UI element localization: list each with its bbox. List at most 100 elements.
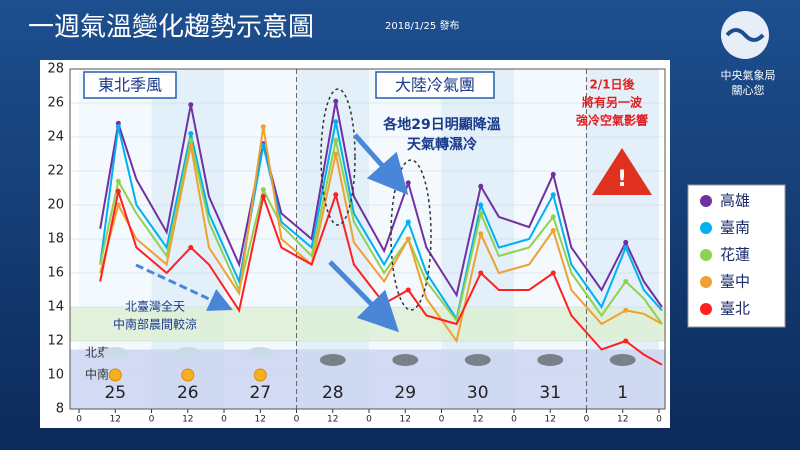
y-tick-label: 18 xyxy=(47,232,64,247)
org: 關心您 xyxy=(732,84,765,97)
point xyxy=(623,245,629,250)
annotation: 將有另一波 xyxy=(582,95,643,110)
point xyxy=(188,131,194,137)
legend-swatch xyxy=(700,303,712,315)
sun-icon xyxy=(108,368,122,382)
row-label: 中南 xyxy=(85,367,109,382)
date: 2018/1/25 發布 xyxy=(385,19,459,32)
y-tick-label: 24 xyxy=(47,130,64,145)
point xyxy=(115,188,121,194)
x-tick-label: 12 xyxy=(327,415,338,425)
band xyxy=(70,349,665,409)
point xyxy=(333,137,339,143)
arrow xyxy=(353,133,409,195)
point xyxy=(115,202,121,208)
cloud-icon xyxy=(247,347,274,359)
arrow xyxy=(328,260,400,333)
annotation: 北臺灣全天 xyxy=(125,299,185,314)
legend-label: 高雄 xyxy=(720,192,750,210)
point xyxy=(333,151,339,157)
day-label: 31 xyxy=(539,383,561,403)
point xyxy=(260,194,266,199)
point xyxy=(405,287,411,293)
point xyxy=(478,211,484,216)
legend-swatch xyxy=(700,222,712,234)
point xyxy=(623,307,629,313)
point xyxy=(188,245,194,250)
legend-swatch xyxy=(700,276,712,288)
legend-label: 臺南 xyxy=(720,219,750,237)
y-tick-label: 12 xyxy=(47,334,64,349)
x-tick-label: 0 xyxy=(584,415,590,425)
x-tick-label: 0 xyxy=(511,415,517,425)
x-tick-label: 0 xyxy=(439,415,445,425)
arrow xyxy=(135,263,233,311)
x-tick-label: 12 xyxy=(617,415,628,425)
day-label: 25 xyxy=(104,383,126,403)
legend-label: 臺中 xyxy=(720,273,750,291)
y-tick-label: 16 xyxy=(47,266,64,281)
x-tick-label: 12 xyxy=(545,415,556,425)
legend-swatch xyxy=(700,195,712,207)
y-tick-label: 8 xyxy=(56,402,64,417)
x-tick-label: 0 xyxy=(366,415,372,425)
x-tick-label: 12 xyxy=(400,415,411,425)
warning xyxy=(592,148,652,195)
point xyxy=(478,202,484,208)
point xyxy=(405,180,411,186)
point xyxy=(115,124,121,130)
point xyxy=(550,214,556,220)
point xyxy=(623,338,629,344)
annotation: 各地29日明顯降溫 xyxy=(382,116,500,133)
day-label: 1 xyxy=(617,383,628,403)
point xyxy=(478,270,484,276)
annotation: 中南部晨間較涼 xyxy=(113,317,197,332)
cloud-icon xyxy=(537,354,564,366)
day-label: 27 xyxy=(249,383,271,403)
x-tick-label: 0 xyxy=(76,415,82,425)
x-tick-label: 0 xyxy=(149,415,155,425)
y-tick-label: 28 xyxy=(47,62,64,77)
cloud-icon xyxy=(102,347,129,359)
point xyxy=(550,192,556,198)
y-tick-label: 10 xyxy=(47,368,64,383)
point xyxy=(550,228,556,233)
point xyxy=(115,178,121,184)
x-tick-label: 0 xyxy=(294,415,300,425)
warning-mark: ! xyxy=(617,167,627,192)
highlight xyxy=(320,88,356,226)
row-label: 北東 xyxy=(85,346,109,360)
plot-frame xyxy=(69,68,666,410)
legend-label: 花蓮 xyxy=(720,246,750,264)
point xyxy=(188,102,194,108)
y-tick-label: 22 xyxy=(47,164,64,179)
annotation: 東北季風 xyxy=(98,76,162,95)
highlight xyxy=(390,159,432,311)
day-label: 30 xyxy=(467,383,489,403)
sun-icon xyxy=(253,368,267,382)
x-tick-label: 0 xyxy=(656,415,662,425)
org: 中央氣象局 xyxy=(721,68,776,82)
point xyxy=(405,219,411,225)
point xyxy=(550,171,556,177)
point xyxy=(405,236,411,242)
point xyxy=(623,279,629,284)
point xyxy=(333,192,339,198)
y-tick-label: 20 xyxy=(47,198,64,213)
cloud-icon xyxy=(319,354,346,366)
sun-icon xyxy=(181,368,195,382)
point xyxy=(188,137,194,143)
cloud-icon xyxy=(609,354,636,366)
annotation: 2/1日後 xyxy=(589,77,635,92)
point xyxy=(260,143,266,148)
legend-swatch xyxy=(700,249,712,261)
day-label: 28 xyxy=(322,383,344,403)
x-tick-label: 12 xyxy=(472,415,483,425)
annotation: 強冷空氣影響 xyxy=(576,113,648,128)
cloud-icon xyxy=(464,354,491,366)
x-tick-label: 12 xyxy=(110,415,121,425)
x-tick-label: 0 xyxy=(221,415,227,425)
x-tick-label: 12 xyxy=(255,415,266,425)
point xyxy=(478,231,484,237)
